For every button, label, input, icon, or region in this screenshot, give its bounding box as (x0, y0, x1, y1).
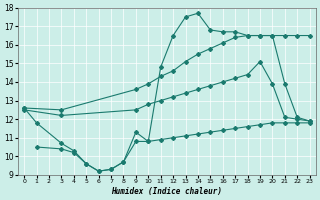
X-axis label: Humidex (Indice chaleur): Humidex (Indice chaleur) (111, 187, 222, 196)
